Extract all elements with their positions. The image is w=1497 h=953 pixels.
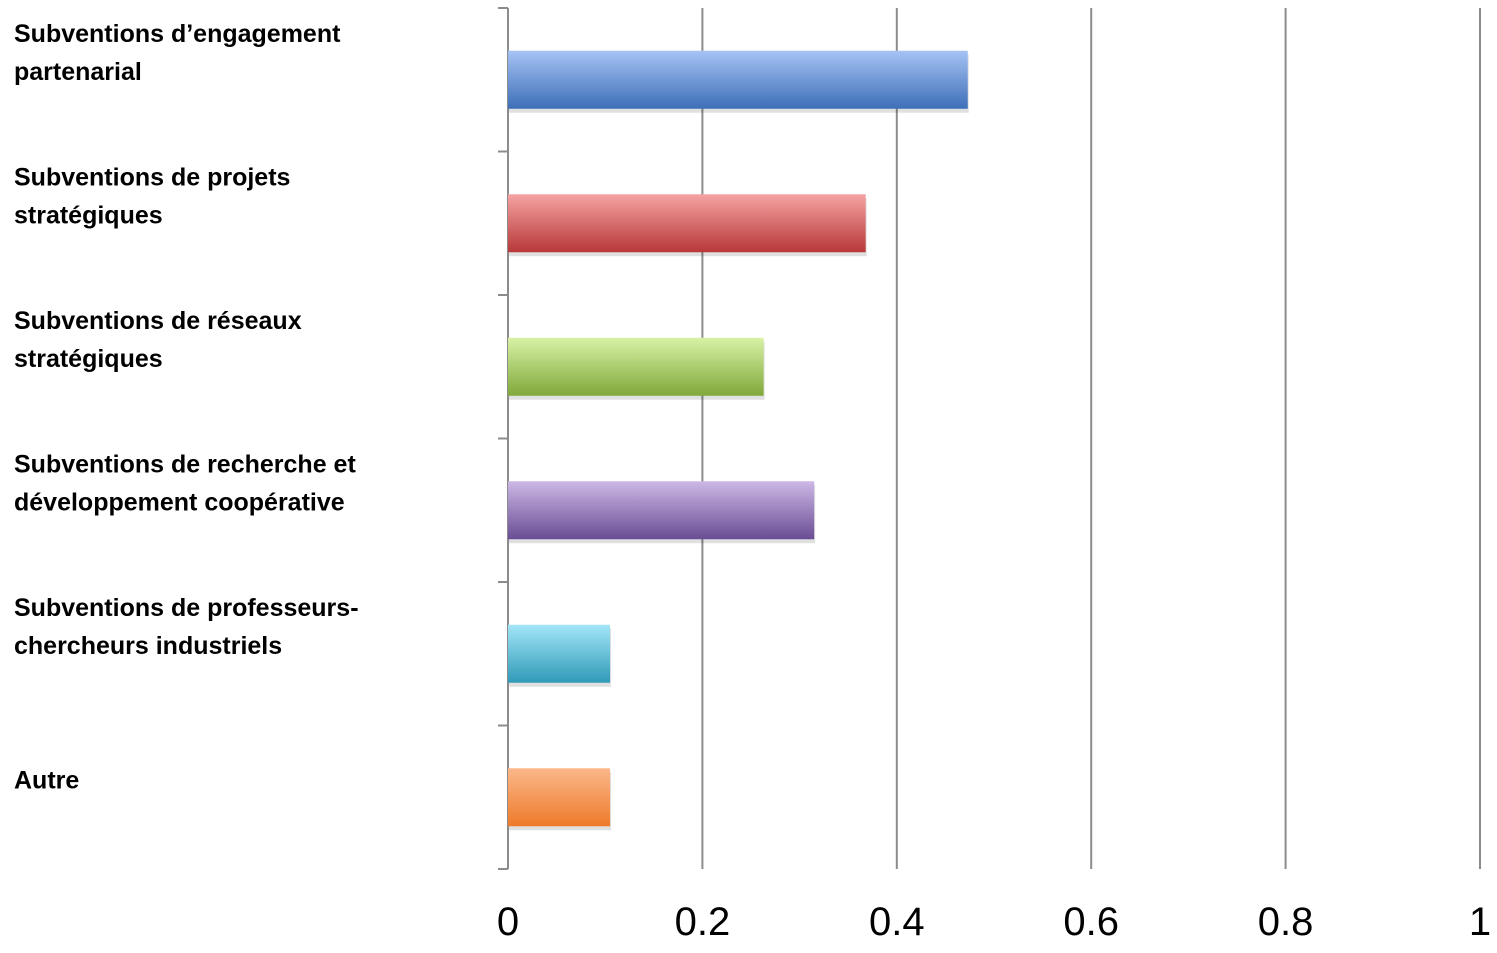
bar [508, 624, 611, 683]
category-label: Autre [14, 766, 79, 794]
x-tick-label: 0 [497, 900, 519, 944]
x-tick-labels: 0 0.2 0.4 0.6 0.8 1 [497, 900, 1491, 944]
x-tick-label: 1 [1469, 900, 1491, 944]
category-label: Subventions de professeurs- [14, 594, 359, 622]
bar [508, 337, 764, 396]
category-labels: Subventions d’engagement partenarial Subve… [14, 20, 359, 795]
category-label: stratégiques [14, 201, 163, 229]
x-tick-label: 0.2 [675, 900, 731, 944]
bar [508, 194, 866, 253]
x-tick-label: 0.6 [1063, 900, 1119, 944]
category-label: chercheurs industriels [14, 632, 282, 660]
x-tick-label: 0.4 [869, 900, 925, 944]
y-axis [498, 7, 509, 870]
bar [508, 50, 968, 109]
category-label: Subventions de réseaux [14, 307, 302, 335]
bar [508, 768, 611, 827]
gridlines [507, 8, 1481, 869]
category-label: Subventions de recherche et [14, 450, 356, 478]
category-label: Subventions de projets [14, 163, 290, 191]
category-label: Subventions d’engagement [14, 20, 341, 48]
bar [508, 481, 815, 540]
bars [508, 50, 969, 831]
category-label: partenarial [14, 58, 142, 86]
category-label: stratégiques [14, 345, 163, 373]
x-tick-label: 0.8 [1258, 900, 1314, 944]
category-label: développement coopérative [14, 488, 345, 516]
